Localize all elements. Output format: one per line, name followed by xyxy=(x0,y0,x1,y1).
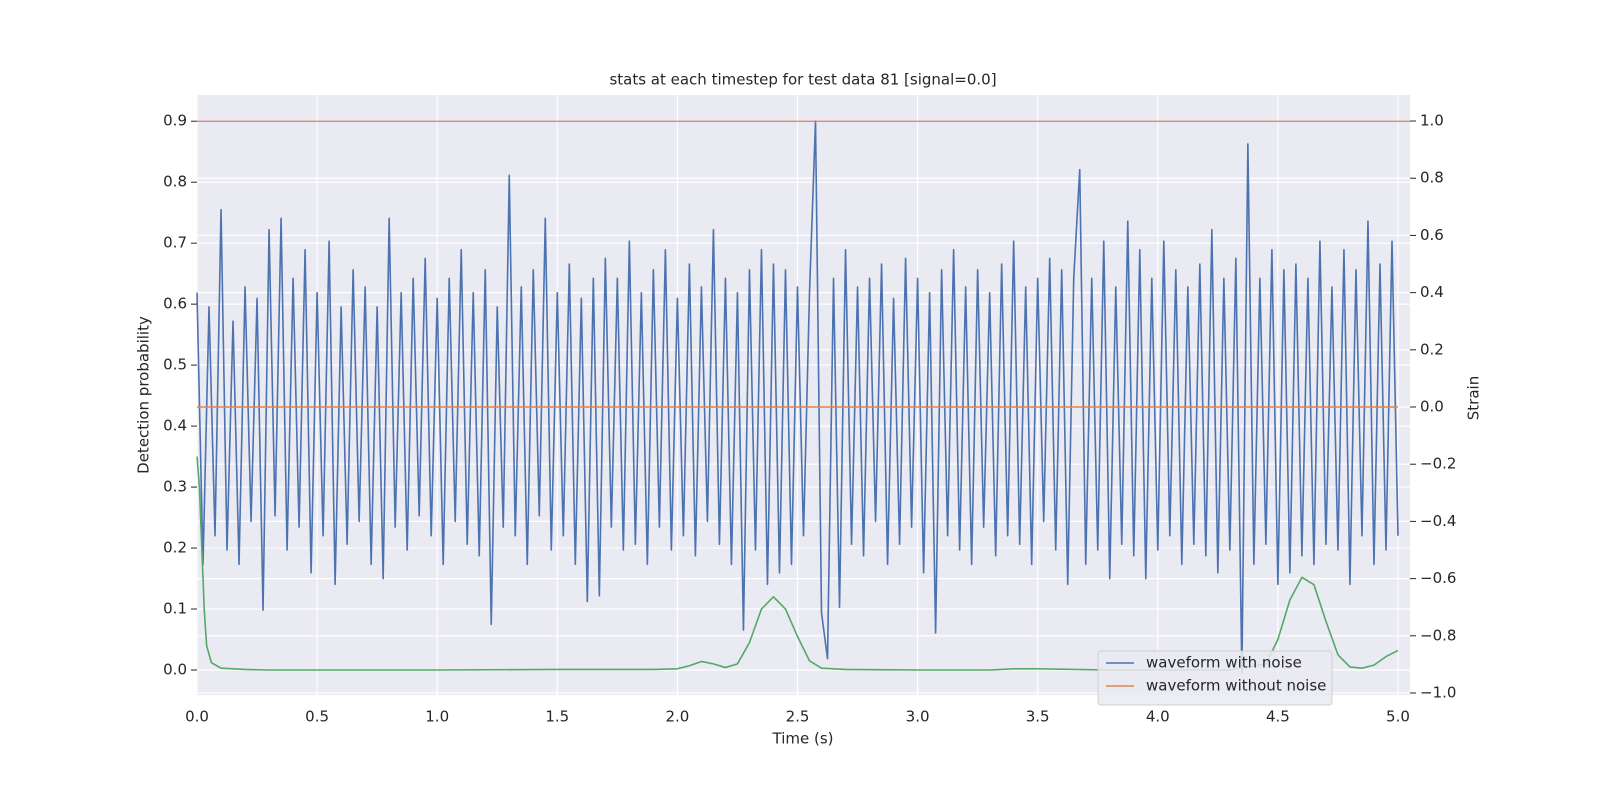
y-tick-label: 0.8 xyxy=(163,173,187,191)
x-tick-label: 3.5 xyxy=(1026,708,1050,726)
y2-tick-label: 0.6 xyxy=(1420,226,1444,244)
y2-axis-label: Strain xyxy=(1465,376,1483,420)
series-line xyxy=(196,120,1399,674)
x-axis-label: Time (s) xyxy=(772,730,834,748)
x-tick-label: 0.5 xyxy=(305,708,329,726)
y2-tick-label: 0.2 xyxy=(1420,340,1444,358)
chart-title: stats at each timestep for test data 81 … xyxy=(609,71,996,89)
y-tick-label: 0.1 xyxy=(163,600,187,618)
x-tick-label: 5.0 xyxy=(1386,708,1410,726)
legend-label: waveform without noise xyxy=(1146,677,1326,695)
x-tick-label: 2.0 xyxy=(665,708,689,726)
y2-tick-label: 0.8 xyxy=(1420,169,1444,187)
y-axis-label: Detection probability xyxy=(135,316,153,474)
x-tick-label: 1.5 xyxy=(545,708,569,726)
x-tick-label: 4.0 xyxy=(1146,708,1170,726)
y-tick-label: 0.9 xyxy=(163,112,187,130)
y-tick-label: 0.0 xyxy=(163,661,187,679)
plot-area xyxy=(196,95,1410,695)
x-tick-label: 0.0 xyxy=(185,708,209,726)
y-tick-label: 0.2 xyxy=(163,539,187,557)
y-tick-label: 0.4 xyxy=(163,417,187,435)
y2-tick-label: 0.4 xyxy=(1420,283,1444,301)
legend-label: waveform with noise xyxy=(1146,654,1302,672)
series-line xyxy=(196,456,1399,671)
x-tick-label: 2.5 xyxy=(786,708,810,726)
y2-tick-label: −1.0 xyxy=(1420,683,1456,701)
y-tick-label: 0.7 xyxy=(163,234,187,252)
y2-tick-label: 1.0 xyxy=(1420,112,1444,130)
x-tick-label: 1.0 xyxy=(425,708,449,726)
y-tick-label: 0.6 xyxy=(163,295,187,313)
y2-tick-label: −0.6 xyxy=(1420,569,1456,587)
y-tick-label: 0.3 xyxy=(163,478,187,496)
y-tick-label: 0.5 xyxy=(163,356,187,374)
y2-tick-label: −0.2 xyxy=(1420,455,1456,473)
y2-tick-label: −0.4 xyxy=(1420,512,1456,530)
legend: waveform with noise waveform without nois… xyxy=(1097,650,1333,706)
y2-tick-label: 0.0 xyxy=(1420,398,1444,416)
y2-tick-label: −0.8 xyxy=(1420,626,1456,644)
x-tick-label: 3.0 xyxy=(906,708,930,726)
x-tick-label: 4.5 xyxy=(1266,708,1290,726)
legend-box xyxy=(1097,650,1333,706)
